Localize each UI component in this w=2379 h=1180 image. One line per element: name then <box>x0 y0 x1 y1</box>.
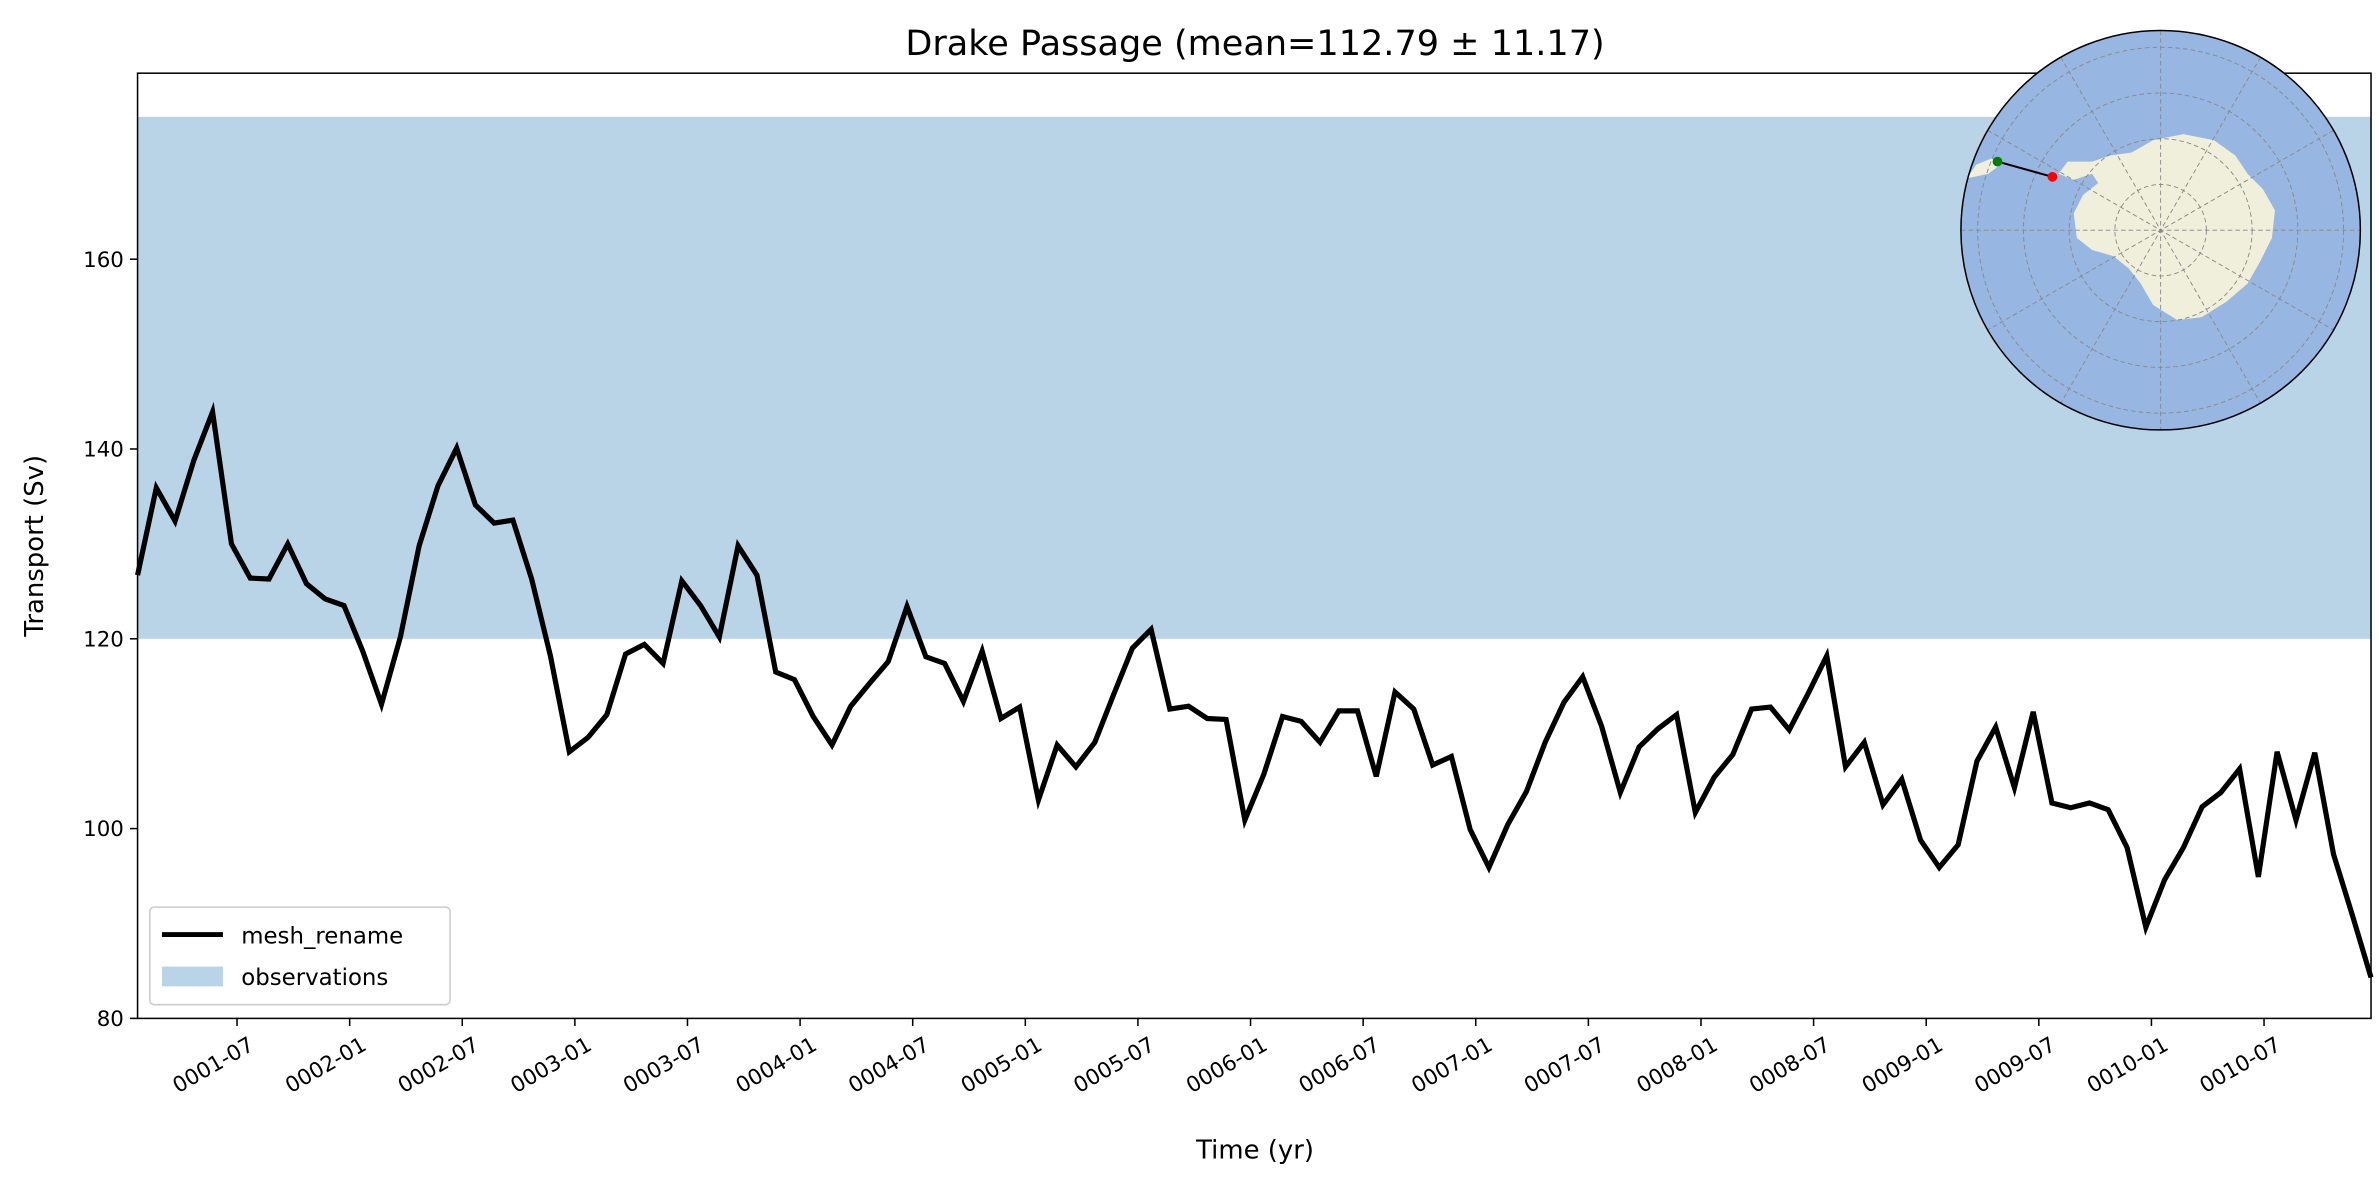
x-tick-label: 0010-01 <box>2083 1032 2173 1098</box>
x-axis-label: Time (yr) <box>1195 1136 1314 1166</box>
x-tick-label: 0008-01 <box>1633 1032 1723 1098</box>
x-tick-label: 0009-07 <box>1970 1032 2060 1098</box>
x-tick-label: 0010-07 <box>2196 1032 2286 1098</box>
legend-band-swatch <box>161 966 223 987</box>
x-tick-label: 0002-01 <box>281 1032 371 1098</box>
x-tick-label: 0006-07 <box>1295 1032 1385 1098</box>
series-line-mesh-rename <box>135 401 2374 979</box>
y-tick-label: 160 <box>83 248 124 273</box>
x-tick-label: 0004-07 <box>844 1032 934 1098</box>
x-tick-label: 0001-07 <box>169 1032 259 1098</box>
section-start-marker <box>1992 156 2003 167</box>
plot-frame <box>136 72 2372 1020</box>
y-tick-label: 100 <box>83 817 124 842</box>
legend-box <box>148 906 451 1006</box>
south-america-land <box>1967 158 2001 179</box>
y-axis-label: Transport (Sv) <box>20 455 50 638</box>
chart-title: Drake Passage (mean=112.79 ± 11.17) <box>905 23 1604 64</box>
legend-label-observations: observations <box>241 965 388 991</box>
x-tick-label: 0003-07 <box>619 1032 709 1098</box>
x-tick-label: 0003-01 <box>506 1032 596 1098</box>
x-tick-label: 0009-01 <box>1858 1032 1948 1098</box>
x-tick-label: 0002-07 <box>394 1032 484 1098</box>
x-tick-label: 0008-07 <box>1745 1032 1835 1098</box>
legend-label-series: mesh_rename <box>241 924 403 950</box>
y-tick-label: 120 <box>83 627 124 652</box>
y-tick-label: 80 <box>97 1007 124 1032</box>
section-line <box>1997 160 2053 178</box>
legend: mesh_rename observations <box>148 906 451 1006</box>
map-boundary <box>1960 29 2362 431</box>
y-tick-label: 140 <box>83 438 124 463</box>
inset-map <box>1960 29 2362 431</box>
x-tick-label: 0005-01 <box>957 1032 1047 1098</box>
x-tick-label: 0007-07 <box>1520 1032 1610 1098</box>
x-tick-label: 0005-07 <box>1070 1032 1160 1098</box>
series-layer <box>135 401 2374 979</box>
longitude-gridline <box>1987 129 2334 331</box>
x-tick-label: 0007-01 <box>1407 1032 1497 1098</box>
x-tick-label: 0006-01 <box>1182 1032 1272 1098</box>
section-end-marker <box>2047 171 2058 182</box>
x-tick-label: 0004-01 <box>732 1032 822 1098</box>
